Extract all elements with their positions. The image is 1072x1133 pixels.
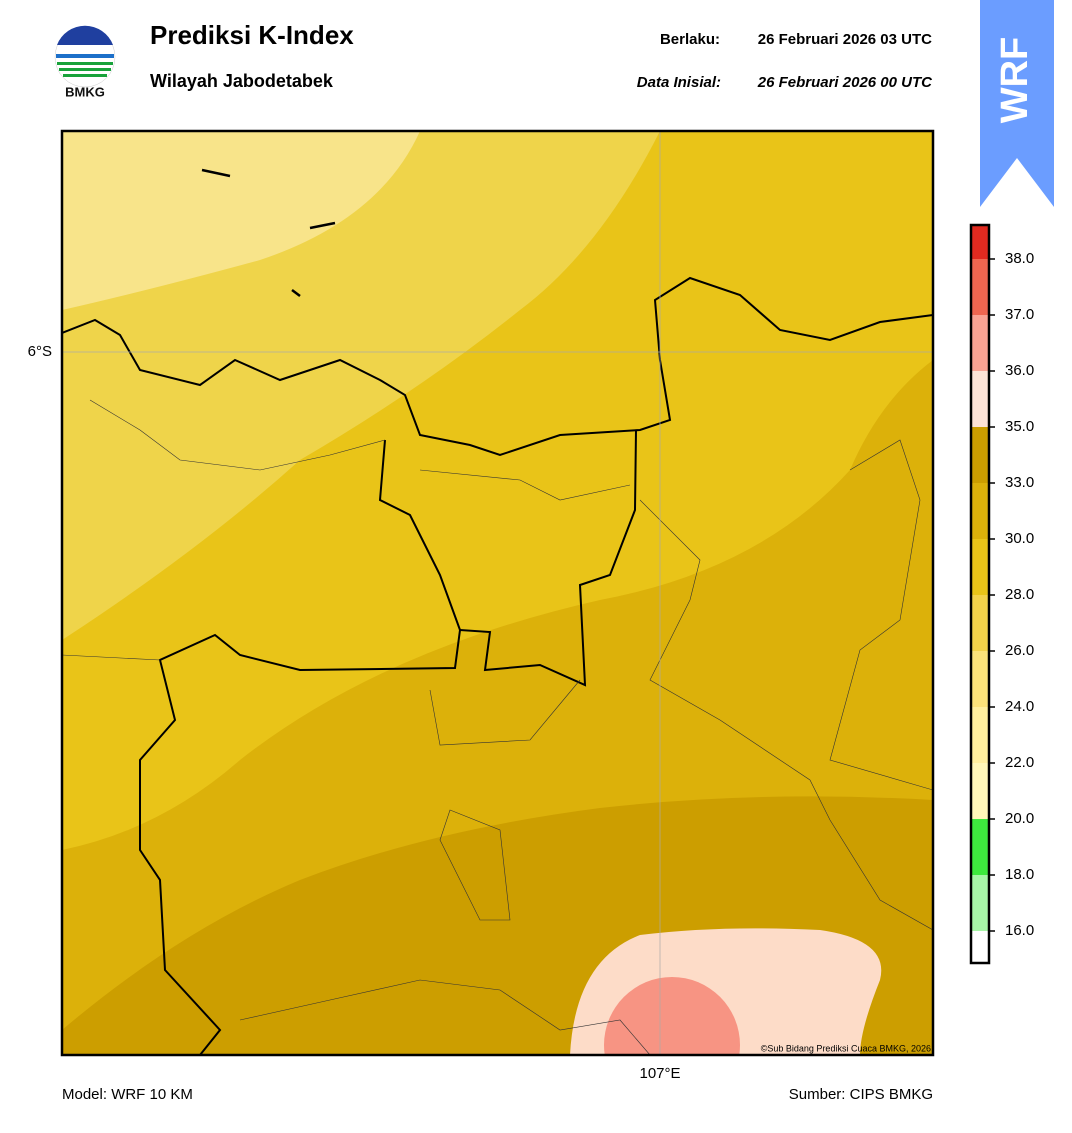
colorbar-segment xyxy=(971,875,989,931)
colorbar-tick-label: 18.0 xyxy=(1005,866,1034,883)
colorbar-segment xyxy=(971,225,989,259)
colorbar-segment xyxy=(971,763,989,819)
colorbar-segment xyxy=(971,931,989,963)
colorbar-tick-label: 28.0 xyxy=(1005,586,1034,603)
map-field xyxy=(62,131,933,1055)
colorbar-segment xyxy=(971,819,989,875)
init-label: Data Inisial: xyxy=(637,74,721,91)
lat-label: 6°S xyxy=(28,343,52,360)
colorbar-segment xyxy=(971,259,989,315)
valid-time: 26 Februari 2026 03 UTC xyxy=(758,31,932,48)
colorbar-tick-label: 26.0 xyxy=(1005,642,1034,659)
colorbar-segment xyxy=(971,427,989,483)
colorbar-frame xyxy=(969,223,991,965)
colorbar-tick-label: 35.0 xyxy=(1005,418,1034,435)
colorbar-segment xyxy=(971,483,989,539)
map-frame xyxy=(60,129,935,1057)
logo-text: BMKG xyxy=(65,84,105,99)
colorbar-segment xyxy=(971,539,989,595)
badge-text: WRF xyxy=(994,37,1036,124)
footer-model: Model: WRF 10 KM xyxy=(62,1086,193,1103)
footer-source: Sumber: CIPS BMKG xyxy=(789,1086,933,1103)
badge xyxy=(980,0,1054,207)
init-time: 26 Februari 2026 00 UTC xyxy=(757,74,933,91)
copyright: ©Sub Bidang Prediksi Cuaca BMKG, 2026 xyxy=(761,1043,931,1053)
valid-label: Berlaku: xyxy=(660,31,720,48)
title: Prediksi K-Index xyxy=(150,20,354,50)
colorbar-segment xyxy=(971,707,989,763)
colorbar-tick-label: 37.0 xyxy=(1005,306,1034,323)
colorbar-segment xyxy=(971,595,989,651)
colorbar-tick-label: 33.0 xyxy=(1005,474,1034,491)
colorbar-segment xyxy=(971,315,989,371)
colorbar-tick-label: 36.0 xyxy=(1005,362,1034,379)
subtitle: Wilayah Jabodetabek xyxy=(150,71,334,91)
lon-label: 107°E xyxy=(639,1065,680,1082)
colorbar-segment xyxy=(971,371,989,427)
colorbar-tick-label: 16.0 xyxy=(1005,922,1034,939)
colorbar-tick-label: 24.0 xyxy=(1005,698,1034,715)
colorbar-tick-label: 20.0 xyxy=(1005,810,1034,827)
colorbar-tick-label: 38.0 xyxy=(1005,250,1034,267)
colorbar-segment xyxy=(971,651,989,707)
colorbar-tick-label: 22.0 xyxy=(1005,754,1034,771)
colorbar-tick-label: 30.0 xyxy=(1005,530,1034,547)
logo: BMKG xyxy=(54,25,116,99)
